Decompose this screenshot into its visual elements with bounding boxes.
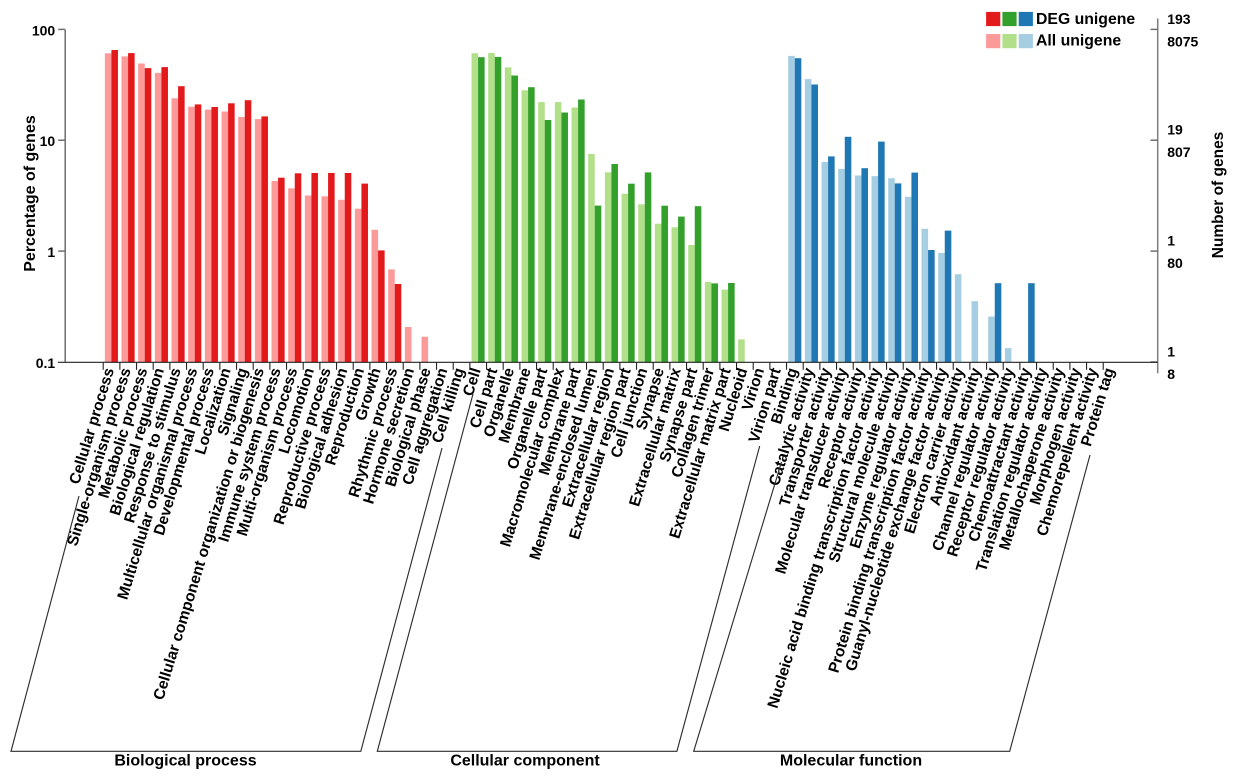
svg-text:10: 10 xyxy=(40,133,56,149)
svg-text:807: 807 xyxy=(1167,144,1191,160)
svg-text:80: 80 xyxy=(1167,255,1183,271)
svg-text:1: 1 xyxy=(1167,233,1175,249)
svg-text:100: 100 xyxy=(32,22,56,38)
svg-text:19: 19 xyxy=(1167,122,1183,138)
svg-text:1: 1 xyxy=(1167,344,1175,360)
svg-text:Number of genes: Number of genes xyxy=(1210,132,1227,259)
svg-text:193: 193 xyxy=(1167,11,1191,27)
svg-text:All unigene: All unigene xyxy=(1036,32,1121,49)
svg-text:8075: 8075 xyxy=(1167,33,1198,49)
svg-text:1: 1 xyxy=(47,244,55,260)
svg-text:Biological process: Biological process xyxy=(114,752,256,769)
svg-text:Percentage of genes: Percentage of genes xyxy=(22,115,39,272)
svg-text:8: 8 xyxy=(1167,366,1175,382)
svg-text:DEG unigene: DEG unigene xyxy=(1036,11,1135,28)
svg-text:Molecular function: Molecular function xyxy=(780,752,922,769)
svg-text:0.1: 0.1 xyxy=(36,355,56,371)
svg-text:Cellular component: Cellular component xyxy=(450,752,600,769)
